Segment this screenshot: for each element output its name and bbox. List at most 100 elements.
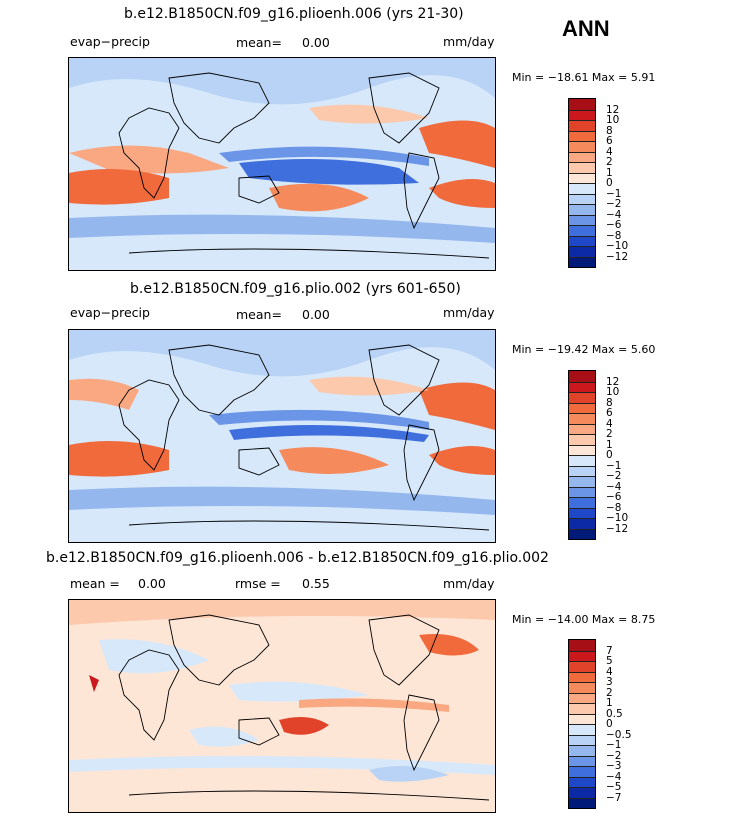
panel-3-minmax: Min = −14.00 Max = 8.75 (512, 613, 656, 626)
colorbar-swatch (569, 204, 595, 215)
colorbar-tick-label: −1 (606, 459, 622, 472)
colorbar-swatch (569, 682, 595, 693)
colorbar-tick-label: −4 (606, 770, 622, 783)
colorbar-swatch (569, 671, 595, 682)
colorbar-swatch (569, 130, 595, 141)
colorbar-tick-label: 0 (606, 449, 613, 461)
colorbar-swatch (569, 734, 595, 745)
colorbar-tick-label: −6 (606, 491, 622, 503)
colorbar-swatch (569, 661, 595, 672)
colorbar-swatch (569, 109, 595, 120)
colorbar-swatch (569, 225, 595, 236)
colorbar-swatch (569, 486, 595, 497)
colorbar-swatch (569, 214, 595, 225)
colorbar-tick-label: 8 (606, 124, 613, 137)
colorbar-tick-label: 2 (606, 156, 613, 168)
colorbar-swatch (569, 650, 595, 661)
colorbar-tick-label: −0.5 (606, 728, 632, 741)
colorbar-tick-label: 0 (606, 718, 613, 730)
colorbar-swatch (569, 423, 595, 434)
colorbar-swatch (569, 141, 595, 152)
panel-2-mean-value: 0.00 (302, 307, 330, 322)
panel-3-rmse-value: 0.55 (302, 576, 330, 591)
colorbar-swatch (569, 640, 595, 651)
colorbar-tick-label: 3 (606, 676, 613, 688)
panel-1-mean-value: 0.00 (302, 35, 330, 50)
panel-3-units: mm/day (443, 576, 495, 591)
panel-1-variable-label: evap−precip (70, 34, 150, 49)
colorbar-tick-label: −2 (606, 470, 622, 482)
colorbar-swatch (569, 99, 595, 110)
colorbar-tick-label: −5 (606, 781, 622, 793)
colorbar-swatch (569, 444, 595, 455)
colorbar-tick-label: −6 (606, 219, 622, 231)
colorbar-tick-label: 1 (606, 438, 613, 451)
colorbar-swatch (569, 392, 595, 403)
colorbar-tick-label: −10 (606, 512, 629, 524)
panel-2-colorbar (568, 370, 596, 540)
colorbar-tick-label: 6 (606, 135, 613, 147)
panel-2-variable-label: evap−precip (70, 305, 150, 320)
colorbar-swatch (569, 787, 595, 798)
colorbar-swatch (569, 402, 595, 413)
colorbar-tick-label: 1 (606, 697, 613, 709)
colorbar-swatch (569, 235, 595, 246)
colorbar-tick-label: 2 (606, 428, 613, 440)
colorbar-swatch (569, 497, 595, 508)
colorbar-tick-label: −8 (606, 229, 622, 242)
colorbar-swatch (569, 455, 595, 466)
panel-3-map (68, 599, 496, 813)
colorbar-swatch (569, 183, 595, 194)
colorbar-swatch (569, 476, 595, 487)
colorbar-tick-label: 10 (606, 114, 620, 126)
colorbar-swatch (569, 172, 595, 183)
colorbar-swatch (569, 381, 595, 392)
colorbar-swatch (569, 120, 595, 131)
colorbar-swatch (569, 745, 595, 756)
colorbar-swatch (569, 724, 595, 735)
panel-2-units: mm/day (443, 305, 495, 320)
colorbar-tick-label: 4 (606, 665, 613, 678)
colorbar-tick-label: 7 (606, 644, 613, 657)
colorbar-tick-label: −4 (606, 208, 622, 221)
colorbar-tick-label: 12 (606, 375, 620, 388)
colorbar-tick-label: 0 (606, 177, 613, 189)
colorbar-tick-label: −3 (606, 760, 622, 772)
colorbar-tick-label: 8 (606, 396, 613, 409)
colorbar-tick-label: −7 (606, 791, 622, 804)
panel-2-mean-label: mean= (236, 307, 282, 322)
colorbar-swatch (569, 434, 595, 445)
colorbar-swatch (569, 151, 595, 162)
colorbar-tick-label: 0.5 (606, 707, 623, 720)
colorbar-tick-label: 4 (606, 417, 613, 430)
colorbar-swatch (569, 162, 595, 173)
colorbar-tick-label: 1 (606, 166, 613, 179)
colorbar-swatch (569, 507, 595, 518)
colorbar-swatch (569, 766, 595, 777)
colorbar-swatch (569, 193, 595, 204)
colorbar-tick-label: −12 (606, 250, 629, 263)
colorbar-swatch (569, 246, 595, 257)
colorbar-tick-label: −1 (606, 187, 622, 200)
panel-1-title: b.e12.B1850CN.f09_g16.plioenh.006 (yrs 2… (124, 6, 464, 22)
colorbar-swatch (569, 256, 595, 267)
panel-3-mean-value: 0.00 (138, 576, 166, 591)
colorbar-tick-label: −12 (606, 522, 629, 535)
panel-2-title: b.e12.B1850CN.f09_g16.plio.002 (yrs 601-… (130, 281, 461, 297)
panel-2-minmax: Min = −19.42 Max = 5.60 (512, 343, 656, 356)
colorbar-swatch (569, 797, 595, 808)
colorbar-tick-label: −8 (606, 501, 622, 514)
colorbar-tick-label: 6 (606, 407, 613, 419)
panel-2-map (68, 329, 496, 543)
colorbar-swatch (569, 776, 595, 787)
colorbar-swatch (569, 713, 595, 724)
colorbar-tick-label: −4 (606, 480, 622, 493)
panel-1-map (68, 57, 496, 271)
season-label: ANN (562, 16, 610, 41)
colorbar-swatch (569, 465, 595, 476)
panel-1-units: mm/day (443, 34, 495, 49)
colorbar-tick-label: 2 (606, 686, 613, 699)
colorbar-tick-label: 12 (606, 103, 620, 116)
panel-3-colorbar (568, 639, 596, 809)
panel-1-mean-label: mean= (236, 35, 282, 50)
